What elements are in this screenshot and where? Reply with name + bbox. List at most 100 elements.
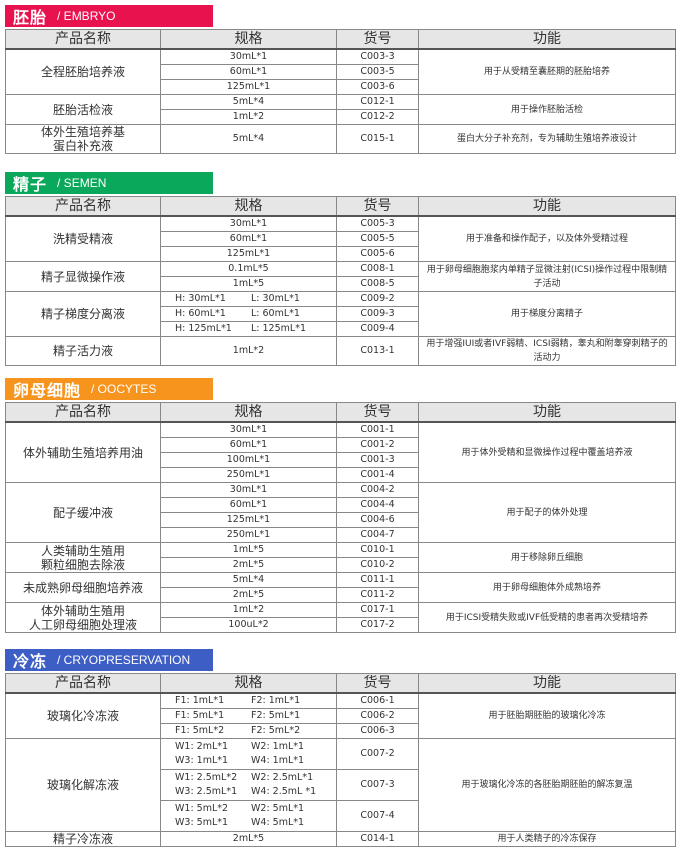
spec-cell: 1mL*5: [160, 542, 337, 558]
spec-cell: W1: 2.5mL*2 W2: 2.5mL*1 W3: 2.5mL*1 W4: 2.5…: [160, 769, 337, 801]
spec-value: 5mL*4: [232, 96, 265, 107]
product-name: 体外辅助生殖培养用油: [5, 421, 161, 483]
table-row: 体外辅助生殖用 人工卵母细胞处理液 1mL*2 C017-1 用于ICSI受精失败或IV…: [5, 602, 676, 633]
catalog-code: C012-1: [336, 94, 419, 110]
spec-value: W3: 1mL*1: [175, 755, 229, 766]
catalog-code: C009-4: [336, 321, 419, 337]
header-code: 货号: [336, 673, 419, 694]
spec-value: W2: 1mL*1: [251, 741, 305, 752]
catalog-code: C001-3: [336, 452, 419, 468]
product-name: 配子缓冲液: [5, 482, 161, 543]
spec-value: 60mL*1: [229, 233, 268, 244]
spec-cell: 60mL*1: [160, 437, 337, 453]
spec-value: F2: 5mL*2: [251, 725, 301, 736]
spec-value: 250mL*1: [226, 529, 271, 540]
catalog-code: C005-3: [336, 215, 419, 232]
spec-value: W3: 5mL*1: [175, 817, 229, 828]
table-row: 体外生殖培养基 蛋白补充液 5mL*4 C015-1 蛋白大分子补充剂，专为辅助生殖培养…: [5, 124, 676, 154]
section-cryopreservation: 冷冻 / CRYOPRESERVATION 产品名称 规格 货号 功能 玻璃化冷冻液 F1: …: [5, 649, 676, 847]
spec-value: 2mL*5: [232, 559, 265, 570]
table-row: 250mL*1 C004-7: [6, 527, 676, 543]
product-function: 用于卵母细胞体外成熟培养: [418, 572, 676, 603]
catalog-code: C007-3: [336, 769, 419, 801]
header-code: 货号: [336, 29, 419, 50]
spec-cell: 125mL*1: [160, 246, 337, 262]
spec-value: F1: 5mL*2: [175, 725, 225, 736]
product-function: 蛋白大分子补充剂，专为辅助生殖培养液设计: [418, 124, 676, 154]
product-name: 人类辅助生殖用 颗粒细胞去除液: [5, 542, 161, 573]
section-banner: 精子 / SEMEN: [5, 172, 213, 194]
spec-value: 1mL*5: [232, 278, 265, 289]
product-name: 未成熟卵母细胞培养液: [5, 572, 161, 603]
spec-value: F1: 1mL*1: [175, 695, 225, 706]
product-function: 用于操作胚胎活检: [418, 94, 676, 125]
spec-value: L: 60mL*1: [251, 308, 300, 319]
spec-cell: 125mL*1: [160, 512, 337, 528]
header-function: 功能: [418, 402, 676, 423]
table-row: 胚胎活检液 5mL*4 C012-1 用于操作胚胎活检: [5, 94, 676, 125]
catalog-code: C010-2: [336, 557, 419, 573]
product-table: 产品名称 规格 货号 功能 玻璃化冷冻液 F1: 1mL*1 F2: 1mL*1 C006-1…: [5, 673, 676, 847]
table-header: 产品名称 规格 货号 功能: [5, 29, 676, 50]
product-name: 玻璃化冷冻液: [5, 692, 161, 739]
section-embryo: 胚胎 / EMBRYO 产品名称 规格 货号 功能 全程胚胎培养液 30mL*1 C003-3 用…: [5, 5, 676, 154]
catalog-code: C001-1: [336, 421, 419, 438]
product-table: 产品名称 规格 货号 功能 洗精受精液 30mL*1 C005-3 用于准备和操作配子，以及体…: [5, 196, 676, 366]
product-function: 用于准备和操作配子，以及体外受精过程: [418, 215, 676, 262]
product-function: 用于梯度分离精子: [418, 291, 676, 337]
table-row: 100uL*2 C017-2: [6, 617, 676, 633]
catalog-code: C015-1: [336, 124, 419, 154]
spec-cell: 2mL*5: [160, 557, 337, 573]
spec-cell: 30mL*1: [160, 421, 337, 438]
header-name: 产品名称: [5, 402, 161, 423]
spec-cell: W1: 2mL*1 W2: 1mL*1 W3: 1mL*1 W4: 1mL*1: [160, 738, 337, 770]
spec-value: 2mL*5: [232, 833, 265, 844]
product-name: 体外生殖培养基 蛋白补充液: [5, 124, 161, 154]
catalog-code: C005-6: [336, 246, 419, 262]
spec-cell: 2mL*5: [160, 587, 337, 603]
spec-value: W1: 2.5mL*2: [175, 772, 238, 783]
spec-value: F2: 5mL*1: [251, 710, 301, 721]
catalog-code: C004-6: [336, 512, 419, 528]
catalog-code: C003-6: [336, 79, 419, 95]
spec-value: 2mL*5: [232, 589, 265, 600]
table-header: 产品名称 规格 货号 功能: [5, 673, 676, 694]
section-banner: 冷冻 / CRYOPRESERVATION: [5, 649, 213, 671]
spec-value: 5mL*4: [232, 133, 265, 144]
product-function: 用于卵母细胞胞浆内单精子显微注射(ICSI)操作过程中限制精子活动: [418, 261, 676, 292]
spec-value: 0.1mL*5: [228, 263, 269, 274]
spec-cell: 125mL*1: [160, 79, 337, 95]
table-row: 精子活力液 1mL*2 C013-1 用于增强IUI或者IVF弱精、ICSI弱精，睾丸…: [5, 336, 676, 366]
spec-cell: 60mL*1: [160, 231, 337, 247]
section-semen: 精子 / SEMEN 产品名称 规格 货号 功能 洗精受精液 30mL*1 C005-3 用于准备…: [5, 172, 676, 366]
spec-value: L: 30mL*1: [251, 293, 300, 304]
header-function: 功能: [418, 673, 676, 694]
product-function: 用于增强IUI或者IVF弱精、ICSI弱精，睾丸和附睾穿刺精子的活动力: [418, 336, 676, 366]
header-spec: 规格: [160, 673, 337, 694]
spec-cell: 100mL*1: [160, 452, 337, 468]
spec-value: F2: 1mL*1: [251, 695, 301, 706]
catalog-code: C013-1: [336, 336, 419, 366]
section-banner: 胚胎 / EMBRYO: [5, 5, 213, 27]
spec-components: H: 60mL*1 L: 60mL*1: [161, 307, 336, 321]
table-row: 精子显微操作液 0.1mL*5 C008-1 用于卵母细胞胞浆内单精子显微注射(ICS…: [5, 261, 676, 292]
spec-value: H: 30mL*1: [175, 293, 226, 304]
spec-value: H: 125mL*1: [175, 323, 232, 334]
spec-value: 125mL*1: [226, 81, 271, 92]
product-name: 洗精受精液: [5, 215, 161, 262]
spec-value: 250mL*1: [226, 469, 271, 480]
header-name: 产品名称: [5, 196, 161, 217]
spec-cell: H: 30mL*1 L: 30mL*1: [160, 291, 337, 307]
spec-cell: H: 125mL*1 L: 125mL*1: [160, 321, 337, 337]
catalog-code: C006-1: [336, 692, 419, 709]
table-row: 体外辅助生殖培养用油 30mL*1 C001-1 用于体外受精和显微操作过程中覆盖培养…: [5, 421, 676, 483]
spec-value: H: 60mL*1: [175, 308, 226, 319]
catalog-code: C008-5: [336, 276, 419, 292]
spec-value: 100mL*1: [226, 454, 271, 465]
header-name: 产品名称: [5, 29, 161, 50]
spec-value: W4: 5mL*1: [251, 817, 305, 828]
product-function: 用于移除卵丘细胞: [418, 542, 676, 573]
product-name: 全程胚胎培养液: [5, 48, 161, 95]
table-row: 配子缓冲液 30mL*1 C004-2 用于配子的体外处理: [5, 482, 676, 543]
header-function: 功能: [418, 196, 676, 217]
